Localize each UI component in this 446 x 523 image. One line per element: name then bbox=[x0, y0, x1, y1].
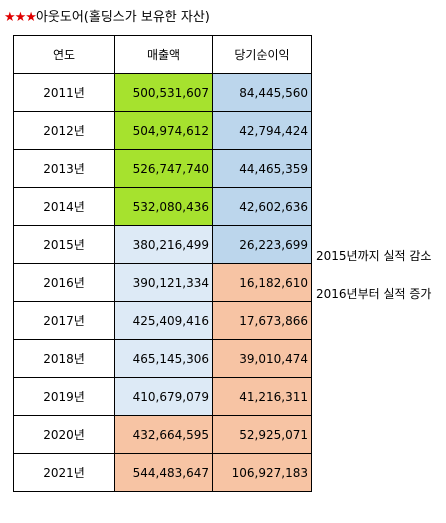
cell-net-profit[interactable]: 44,465,359 bbox=[212, 149, 312, 188]
table-row: 2012년 504,974,612 42,794,424 bbox=[13, 111, 312, 150]
cell-sales[interactable]: 432,664,595 bbox=[114, 415, 213, 454]
cell-year[interactable]: 2020년 bbox=[13, 415, 115, 454]
table-row: 2014년 532,080,436 42,602,636 bbox=[13, 187, 312, 226]
cell-year[interactable]: 2021년 bbox=[13, 453, 115, 492]
header-net-profit[interactable]: 당기순이익 bbox=[212, 35, 312, 74]
cell-sales[interactable]: 410,679,079 bbox=[114, 377, 213, 416]
cell-sales[interactable]: 504,974,612 bbox=[114, 111, 213, 150]
cell-year[interactable]: 2019년 bbox=[13, 377, 115, 416]
cell-year[interactable]: 2014년 bbox=[13, 187, 115, 226]
table-row: 2013년 526,747,740 44,465,359 bbox=[13, 149, 312, 188]
note-2016-increase[interactable]: 2016년부터 실적 증가 bbox=[316, 287, 432, 301]
header-year[interactable]: 연도 bbox=[13, 35, 115, 74]
cell-net-profit[interactable]: 41,216,311 bbox=[212, 377, 312, 416]
cell-sales[interactable]: 500,531,607 bbox=[114, 73, 213, 112]
cell-sales[interactable]: 390,121,334 bbox=[114, 263, 213, 302]
cell-net-profit[interactable]: 84,445,560 bbox=[212, 73, 312, 112]
cell-sales[interactable]: 465,145,306 bbox=[114, 339, 213, 378]
cell-sales[interactable]: 425,409,416 bbox=[114, 301, 213, 340]
table-row: 2019년 410,679,079 41,216,311 bbox=[13, 377, 312, 416]
cell-year[interactable]: 2012년 bbox=[13, 111, 115, 150]
cell-sales[interactable]: 526,747,740 bbox=[114, 149, 213, 188]
table-row: 2018년 465,145,306 39,010,474 bbox=[13, 339, 312, 378]
sheet-title: ★★★아웃도어(홀딩스가 보유한 자산) bbox=[4, 6, 210, 25]
cell-sales[interactable]: 532,080,436 bbox=[114, 187, 213, 226]
note-2015-decline[interactable]: 2015년까지 실적 감소 bbox=[316, 249, 432, 263]
cell-net-profit[interactable]: 17,673,866 bbox=[212, 301, 312, 340]
cell-year[interactable]: 2017년 bbox=[13, 301, 115, 340]
star-icons: ★★★ bbox=[4, 10, 37, 25]
table-row: 2015년 380,216,499 26,223,699 bbox=[13, 225, 312, 264]
cell-net-profit[interactable]: 42,602,636 bbox=[212, 187, 312, 226]
cell-year[interactable]: 2011년 bbox=[13, 73, 115, 112]
cell-sales[interactable]: 380,216,499 bbox=[114, 225, 213, 264]
cell-net-profit[interactable]: 16,182,610 bbox=[212, 263, 312, 302]
cell-net-profit[interactable]: 39,010,474 bbox=[212, 339, 312, 378]
header-sales[interactable]: 매출액 bbox=[114, 35, 213, 74]
cell-net-profit[interactable]: 52,925,071 bbox=[212, 415, 312, 454]
cell-year[interactable]: 2016년 bbox=[13, 263, 115, 302]
table-body: 2011년 500,531,607 84,445,560 2012년 504,974,6… bbox=[13, 73, 312, 492]
sheet-title-text: 아웃도어(홀딩스가 보유한 자산) bbox=[35, 10, 210, 25]
table-row: 2021년 544,483,647 106,927,183 bbox=[13, 453, 312, 492]
cell-year[interactable]: 2013년 bbox=[13, 149, 115, 188]
table-row: 2017년 425,409,416 17,673,866 bbox=[13, 301, 312, 340]
table-row: 2011년 500,531,607 84,445,560 bbox=[13, 73, 312, 112]
table-row: 2020년 432,664,595 52,925,071 bbox=[13, 415, 312, 454]
header-row: 연도 매출액 당기순이익 bbox=[13, 35, 312, 74]
cell-net-profit[interactable]: 26,223,699 bbox=[212, 225, 312, 264]
financial-table: 연도 매출액 당기순이익 2011년 500,531,607 84,445,560 2… bbox=[13, 35, 312, 492]
cell-net-profit[interactable]: 42,794,424 bbox=[212, 111, 312, 150]
cell-net-profit[interactable]: 106,927,183 bbox=[212, 453, 312, 492]
cell-year[interactable]: 2015년 bbox=[13, 225, 115, 264]
table-row: 2016년 390,121,334 16,182,610 bbox=[13, 263, 312, 302]
cell-sales[interactable]: 544,483,647 bbox=[114, 453, 213, 492]
cell-year[interactable]: 2018년 bbox=[13, 339, 115, 378]
